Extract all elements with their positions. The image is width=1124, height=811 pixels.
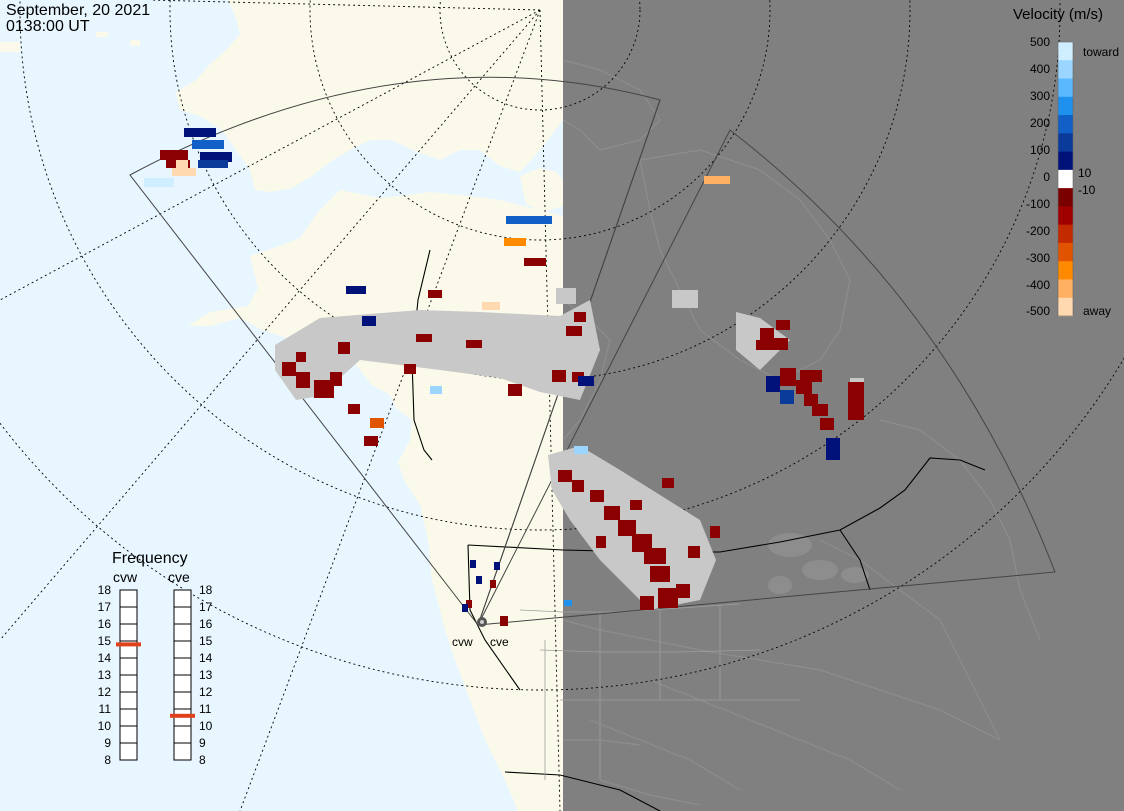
frequency-tick-left: 15 [98,634,112,648]
ellesmere-land [520,168,563,212]
radar-site [477,617,487,627]
cvw-fov [129,76,661,627]
frequency-panel-title: Frequency [112,550,188,567]
colorbar-segment [1058,78,1073,98]
frequency-tick-left: 10 [98,719,112,733]
frequency-tick-left: 11 [99,702,112,716]
frequency-tick-left: 17 [98,600,112,614]
colorbar-tick-label: 300 [1030,89,1050,103]
colorbar-segment [1058,42,1073,61]
colorbar-tick-label: -300 [1026,251,1050,265]
frequency-tick-left: 14 [98,651,112,665]
frequency-tick-right: 13 [199,668,213,682]
frequency-tick-right: 14 [199,651,213,665]
frequency-column-cve: cve [168,569,190,585]
colorbar-segment [1058,151,1073,171]
frequency-column-cvw: cvw [113,569,138,585]
colorbar-tick-label: -500 [1026,304,1050,318]
radar-label-cvw: cvw [452,635,473,649]
colorbar-segment [1058,279,1073,299]
colorbar-tick-label: 500 [1030,35,1050,49]
night-lakes [768,533,869,594]
frequency-tick-left: 13 [98,668,112,682]
frequency-marker-cve [170,713,195,718]
alaska-canada-border [411,249,433,461]
colorbar-segment [1058,188,1073,207]
colorbar-tick-label: -400 [1026,278,1050,292]
velocity-colorbar-ticks: 500400300200100100-10-100-200-300-400-50… [1026,35,1119,318]
frequency-tick-right: 11 [199,702,212,716]
radar-label-cve: cve [490,635,509,649]
colorbar-tick-label: 100 [1030,143,1050,157]
timestamp-time: 0138:00 UT [6,18,90,35]
colorbar-segment [1058,242,1073,262]
night-terminator [563,0,1124,811]
frequency-tick-right: 12 [199,685,213,699]
frequency-tick-left: 8 [104,753,111,767]
colorbar-segment [1058,115,1073,134]
colorbar-tick-label: 200 [1030,116,1050,130]
greenland-land [176,0,563,192]
frequency-ticks: 18 17 16 15 14 13 12 11 10 9 8 18 17 16 15 14 13 12 11 10 9 8 [98,583,213,767]
coastal-islands [0,32,140,52]
colorbar-segment [1058,206,1073,226]
frequency-tick-left: 9 [104,736,111,750]
colorbar-frame [1057,41,1074,317]
colorbar-tick-label: -100 [1026,197,1050,211]
frequency-tick-left: 18 [98,583,112,597]
frequency-tick-left: 12 [98,685,112,699]
timestamp-date: September, 20 2021 [6,2,151,19]
colorbar-segment [1058,96,1073,116]
frequency-tick-right: 8 [199,753,206,767]
colorbar-away-label: away [1083,304,1111,318]
frequency-tick-right: 18 [199,583,213,597]
velocity-extreme-echoes [144,160,730,454]
frequency-tick-left: 16 [98,617,112,631]
velocity-away-echoes [160,150,864,626]
frequency-tick-right: 10 [199,719,213,733]
frequency-markers [116,642,195,718]
colorbar-segment [1058,297,1073,317]
cve-fov [477,129,1056,626]
colorbar-tick-label: 0 [1043,170,1050,184]
colorbar-tick-label: 400 [1030,62,1050,76]
velocity-scale-title: Velocity (m/s) [1013,6,1104,23]
state-lines [519,603,800,780]
mexico-border [504,771,661,811]
colorbar-segment [1058,133,1073,153]
colorbar-tick-label: -10 [1078,183,1096,197]
colorbar-tick-label: 10 [1078,166,1092,180]
colorbar-segment [1058,261,1073,280]
colorbar-tick-label: -200 [1026,224,1050,238]
frequency-tick-right: 15 [199,634,213,648]
frequency-tick-right: 16 [199,617,213,631]
colorbar-segment [1058,60,1073,80]
colorbar-segment [1058,224,1073,244]
frequency-tick-right: 9 [199,736,206,750]
us-canada-east-border [839,529,871,591]
frequency-marker-cvw [116,642,141,647]
colorbar-toward-label: toward [1083,45,1119,59]
velocity-toward-echoes [184,128,840,612]
frequency-tick-right: 17 [199,600,213,614]
velocity-colorbar [1057,41,1074,317]
colorbar-segment [1058,169,1073,189]
